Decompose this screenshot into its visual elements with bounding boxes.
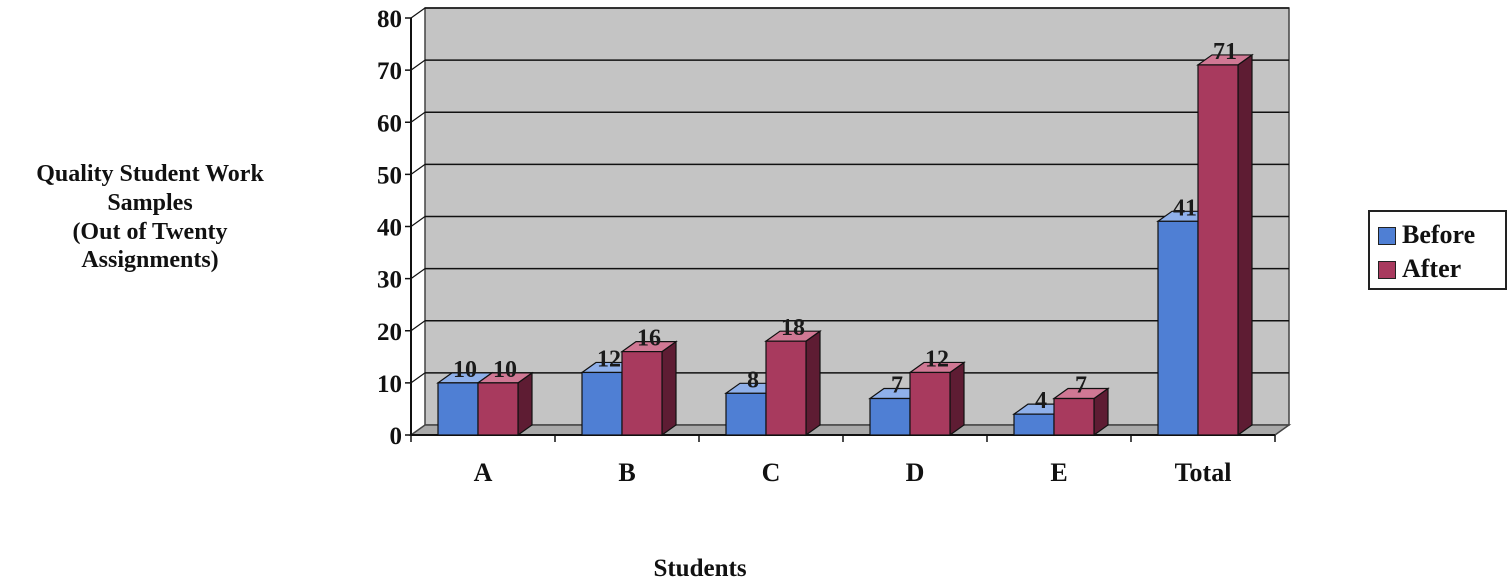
- bar-side-after-c: [805, 330, 821, 437]
- data-label-after-d: 12: [925, 346, 949, 372]
- data-label-before-b: 12: [597, 346, 621, 372]
- bar-front-before-a: [437, 382, 479, 436]
- bar-front-before-c: [725, 392, 767, 436]
- y-axis-label-line-3: (Out of Twenty: [72, 218, 228, 245]
- bar-front-after-total: [1197, 64, 1239, 436]
- y-tick-label-30: 30: [377, 267, 402, 294]
- legend-swatch-before: [1378, 227, 1396, 245]
- bar-front-after-b: [621, 351, 663, 436]
- legend-item-after: After: [1378, 254, 1461, 284]
- bar-front-before-e: [1013, 413, 1055, 436]
- data-label-after-total: 71: [1213, 39, 1237, 65]
- legend-item-before: Before: [1378, 220, 1475, 250]
- gridline-depth-20: [410, 320, 426, 332]
- gridline-depth-60: [410, 111, 426, 123]
- bar-front-before-total: [1157, 220, 1199, 436]
- y-tick-label-60: 60: [377, 110, 402, 137]
- bar-side-after-total: [1237, 53, 1253, 437]
- bar-after-c: [764, 330, 822, 437]
- x-tick-label-d: D: [906, 458, 925, 487]
- plot-floor: [408, 424, 1292, 436]
- bar-after-total: [1196, 53, 1254, 437]
- bar-side-after-a: [517, 371, 533, 437]
- data-label-before-d: 7: [891, 373, 903, 399]
- gridline-depth-40: [410, 216, 426, 227]
- y-tick-label-70: 70: [377, 58, 402, 85]
- y-tick-label-50: 50: [377, 162, 402, 189]
- bar-side-after-b: [661, 340, 677, 437]
- legend-label-before: Before: [1402, 220, 1476, 249]
- y-tick-label-10: 10: [377, 371, 402, 398]
- y-axis-label-line-4: Assignments): [81, 247, 219, 274]
- gridline-depth-10: [410, 372, 426, 384]
- y-tick-label-20: 20: [377, 319, 402, 346]
- y-axis-label: Quality Student Work Samples (Out of Twe…: [0, 160, 300, 275]
- legend-swatch-after: [1378, 261, 1396, 279]
- x-tick-label-c: C: [762, 458, 781, 487]
- bar-front-after-a: [477, 382, 519, 436]
- data-label-before-e: 4: [1035, 388, 1047, 414]
- y-tick-label-80: 80: [377, 6, 402, 33]
- gridline-depth-80: [410, 7, 426, 19]
- y-axis-label-line-1: Quality Student Work: [36, 161, 264, 187]
- bar-after-a: [476, 371, 534, 437]
- data-label-after-e: 7: [1075, 373, 1087, 399]
- bar-side-after-d: [949, 361, 965, 437]
- data-label-after-a: 10: [493, 357, 517, 383]
- gridline-depth-30: [410, 268, 426, 280]
- gridline-depth-50: [410, 163, 426, 175]
- data-label-after-b: 16: [637, 326, 661, 352]
- x-axis-label: Students: [653, 555, 747, 582]
- bar-after-b: [620, 340, 678, 437]
- gridline-depth-70: [410, 59, 426, 71]
- x-tick-label-b: B: [618, 458, 635, 487]
- y-axis-label-line-2: Samples: [107, 189, 193, 216]
- bar-front-before-d: [869, 397, 911, 436]
- bar-front-after-d: [909, 371, 951, 436]
- data-label-before-total: 41: [1173, 195, 1197, 221]
- x-tick-label-total: Total: [1175, 458, 1232, 487]
- legend: Before After: [1368, 210, 1507, 290]
- data-label-before-a: 10: [453, 357, 477, 383]
- y-tick-label-40: 40: [377, 215, 402, 242]
- data-label-before-c: 8: [747, 367, 759, 393]
- x-tick-label-e: E: [1050, 458, 1067, 487]
- bar-front-after-e: [1053, 397, 1095, 436]
- bar-front-before-b: [581, 371, 623, 436]
- legend-label-after: After: [1402, 254, 1462, 283]
- bar-after-e: [1052, 387, 1110, 437]
- bar-front-after-c: [765, 340, 807, 436]
- y-tick-label-0: 0: [390, 423, 403, 450]
- bar-after-d: [908, 361, 966, 437]
- x-tick-label-a: A: [474, 458, 493, 487]
- data-label-after-c: 18: [781, 315, 805, 341]
